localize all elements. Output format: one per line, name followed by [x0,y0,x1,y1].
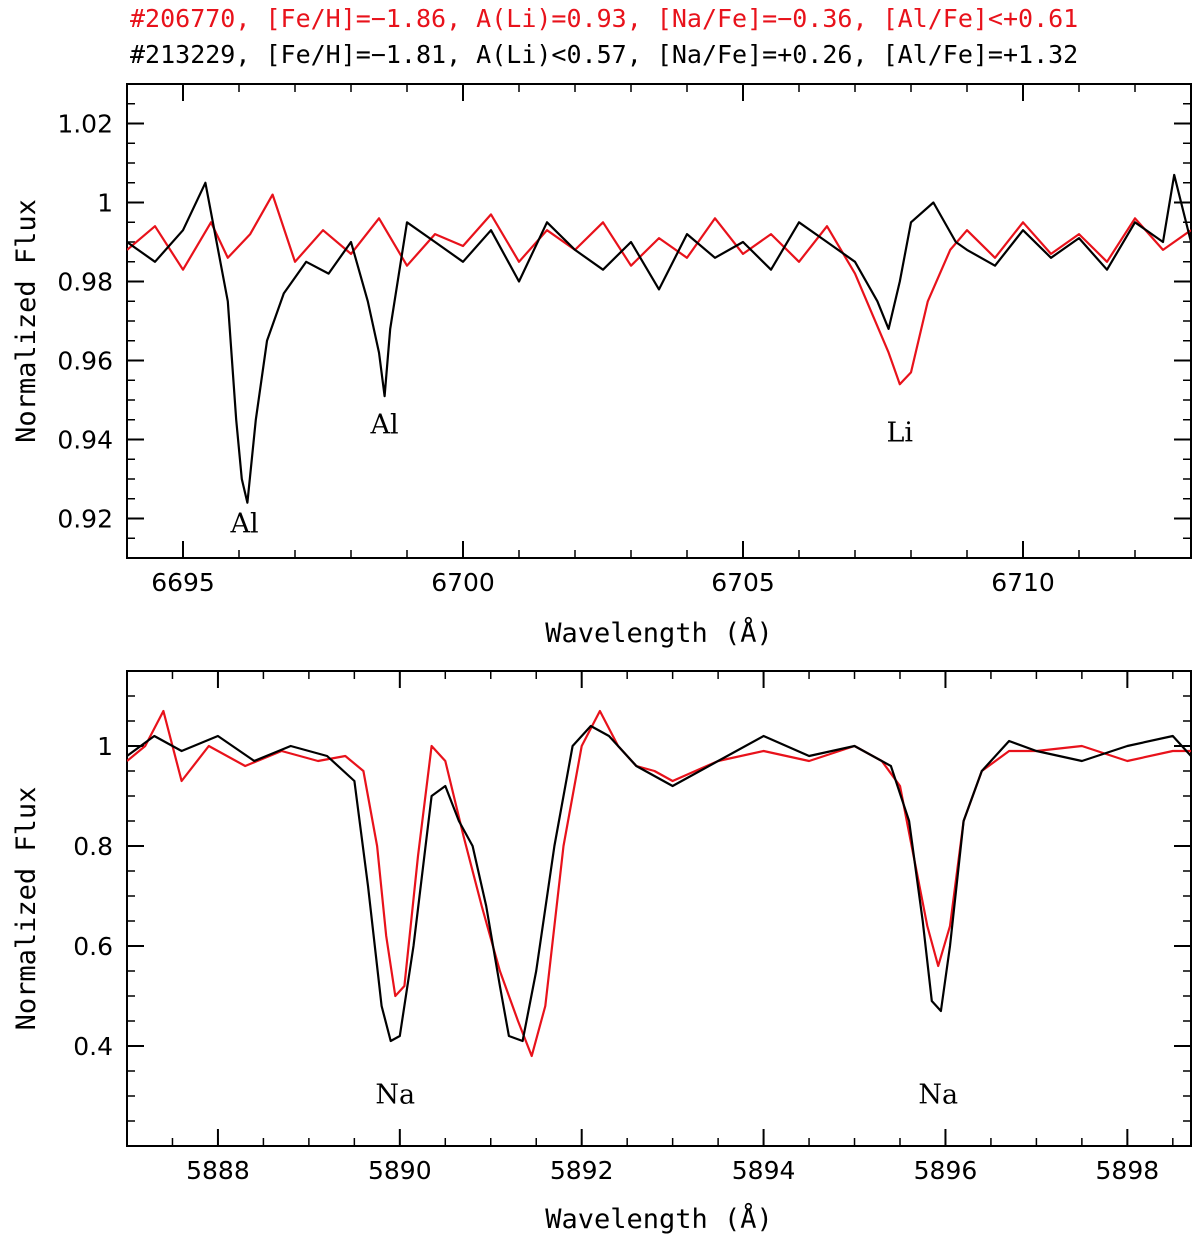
y-tick-label: 0.6 [73,932,113,961]
y-tick-label: 0.98 [57,268,113,297]
panel-top-li-al: 6695 6700 6705 6710 0.92 0.94 0.96 0.98 1 1.02 Wav… [11,83,1192,649]
x-tick-label: 6710 [991,568,1055,597]
y-tick-label: 0.92 [57,505,113,534]
x-axis-title: Wavelength (Å) [545,617,773,649]
line-annotation-al: Al [230,508,259,539]
line-annotation-li: Li [887,417,914,448]
y-tick-label: 0.4 [73,1032,113,1061]
y-tick-label: 1 [97,189,113,218]
x-tick-label: 6695 [151,568,215,597]
x-tick-label: 5898 [1096,1156,1160,1185]
series-line-206770 [127,709,1191,1058]
series-line-213229 [127,724,1191,1043]
legend-entry-206770: #206770, [Fe/H]=−1.86, A(Li)=0.93, [Na/F… [130,4,1079,33]
x-tick-label: 5890 [368,1156,432,1185]
line-annotation-na: Na [375,1080,415,1111]
x-tick-label: 5888 [186,1156,250,1185]
series-line-213229 [127,173,1191,504]
legend: #206770, [Fe/H]=−1.86, A(Li)=0.93, [Na/F… [0,0,1200,76]
y-tick-label: 1.02 [57,110,113,139]
plot-frame [126,670,1192,1147]
x-tick-label: 5896 [914,1156,978,1185]
series-line-206770 [127,193,1191,386]
legend-entry-213229: #213229, [Fe/H]=−1.81, A(Li)<0.57, [Na/F… [130,40,1079,69]
y-axis-title: Normalized Flux [11,199,42,443]
x-tick-label: 5892 [550,1156,614,1185]
y-axis-title: Normalized Flux [11,787,42,1031]
y-tick-label: 0.96 [57,347,113,376]
y-tick-label: 0.94 [57,426,113,455]
panel-bottom-na: 5888 5890 5892 5894 5896 5898 0.4 0.6 0.8 1 Wavele… [11,670,1192,1235]
y-tick-label: 1 [97,732,113,761]
line-annotation-na: Na [918,1080,958,1111]
y-tick-label: 0.8 [73,832,113,861]
x-tick-label: 6700 [431,568,495,597]
x-tick-label: 5894 [732,1156,796,1185]
plot-frame [126,83,1192,559]
x-axis-title: Wavelength (Å) [545,1203,773,1235]
line-annotation-al: Al [370,410,399,441]
x-tick-label: 6705 [711,568,775,597]
